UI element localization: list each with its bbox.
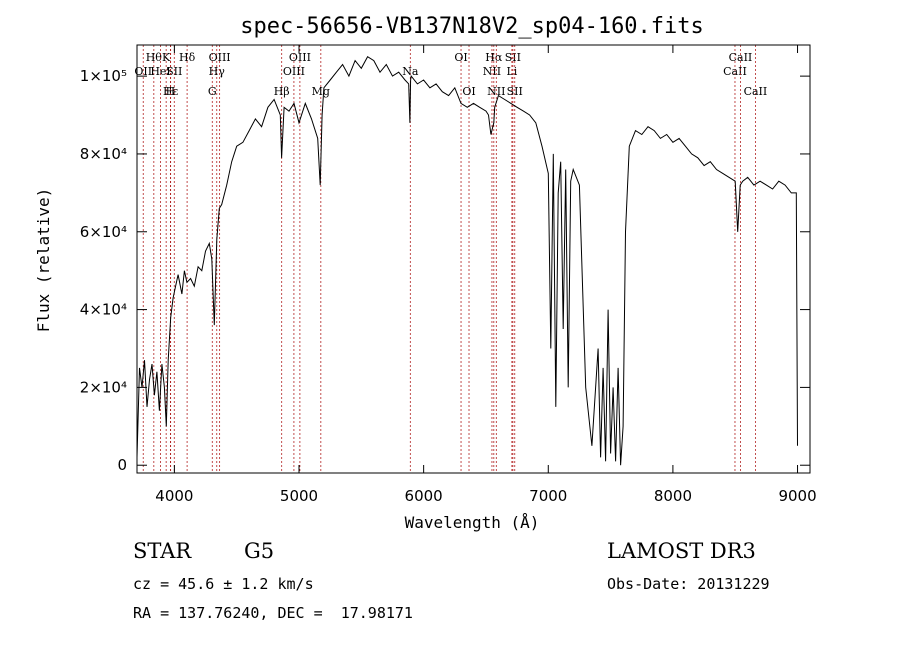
line-marker-label: OIII <box>289 51 311 64</box>
line-marker-label: SII <box>505 51 521 64</box>
line-marker-label: OI <box>462 85 475 98</box>
line-marker-label: Hδ <box>179 51 196 64</box>
line-marker-label: CaII <box>723 65 747 78</box>
line-markers: OIIHθHeIKHεSIIHHδGHγOIIIHβOIIIOIIIMgNaOI… <box>134 45 767 473</box>
line-marker-label: K <box>162 51 171 64</box>
x-axis-label: Wavelength (Å) <box>405 513 540 532</box>
x-tick-label: 4000 <box>155 487 193 505</box>
line-marker-label: H <box>166 85 176 98</box>
object-class: STAR <box>133 539 192 563</box>
x-tick-label: 8000 <box>654 487 692 505</box>
y-tick-label: 4×10⁴ <box>80 301 127 319</box>
line-marker-label: HeI <box>150 65 170 78</box>
spectrum-series <box>136 55 798 466</box>
y-axis-ticks: 0 2×10⁴ 4×10⁴ 6×10⁴ 8×10⁴ 1×10⁵ <box>80 67 810 474</box>
spectrum-line <box>136 55 798 466</box>
x-axis-ticks: 4000 5000 6000 7000 8000 9000 <box>155 45 817 505</box>
line-marker-label: Li <box>506 65 517 78</box>
x-tick-label: 7000 <box>529 487 567 505</box>
x-tick-label: 5000 <box>280 487 318 505</box>
y-tick-label: 8×10⁴ <box>80 145 127 163</box>
line-marker-label: NII <box>483 65 501 78</box>
line-marker-label: Na <box>402 65 419 78</box>
coordinates: RA = 137.76240, DEC = 17.98171 <box>133 604 413 622</box>
line-marker-label: Hε <box>163 85 179 98</box>
line-marker-label: OIII <box>283 65 305 78</box>
redshift-readout: cz = 45.6 ± 1.2 km/s <box>133 575 314 593</box>
line-marker-label: G <box>208 85 217 98</box>
obs-date: Obs-Date: 20131229 <box>607 575 770 593</box>
line-marker-label: SII <box>166 65 182 78</box>
x-tick-label: 6000 <box>405 487 443 505</box>
chart-title: spec-56656-VB137N18V2_sp04-160.fits <box>240 14 704 39</box>
line-marker-label: Hθ <box>146 51 163 64</box>
plot-frame <box>136 44 811 474</box>
line-marker-label: NII <box>487 85 505 98</box>
line-marker-label: Hα <box>485 51 503 64</box>
object-subclass: G5 <box>244 539 275 563</box>
line-marker-label: CaII <box>729 51 753 64</box>
survey-label: LAMOST DR3 <box>607 539 756 563</box>
line-marker-label: Mg <box>312 85 330 98</box>
y-tick-label: 1×10⁵ <box>80 67 127 85</box>
line-marker-label: OIII <box>209 51 231 64</box>
line-marker-label: CaII <box>744 85 768 98</box>
y-axis-label: Flux (relative) <box>34 188 53 333</box>
y-tick-label: 6×10⁴ <box>80 223 127 241</box>
line-marker-label: SII <box>507 85 523 98</box>
x-tick-label: 9000 <box>778 487 816 505</box>
line-marker-label: Hγ <box>209 65 226 78</box>
line-marker-label: OII <box>134 65 152 78</box>
line-marker-label: Hβ <box>274 85 290 98</box>
y-tick-label: 2×10⁴ <box>80 378 127 396</box>
y-tick-label: 0 <box>117 456 127 474</box>
line-marker-label: OI <box>454 51 467 64</box>
